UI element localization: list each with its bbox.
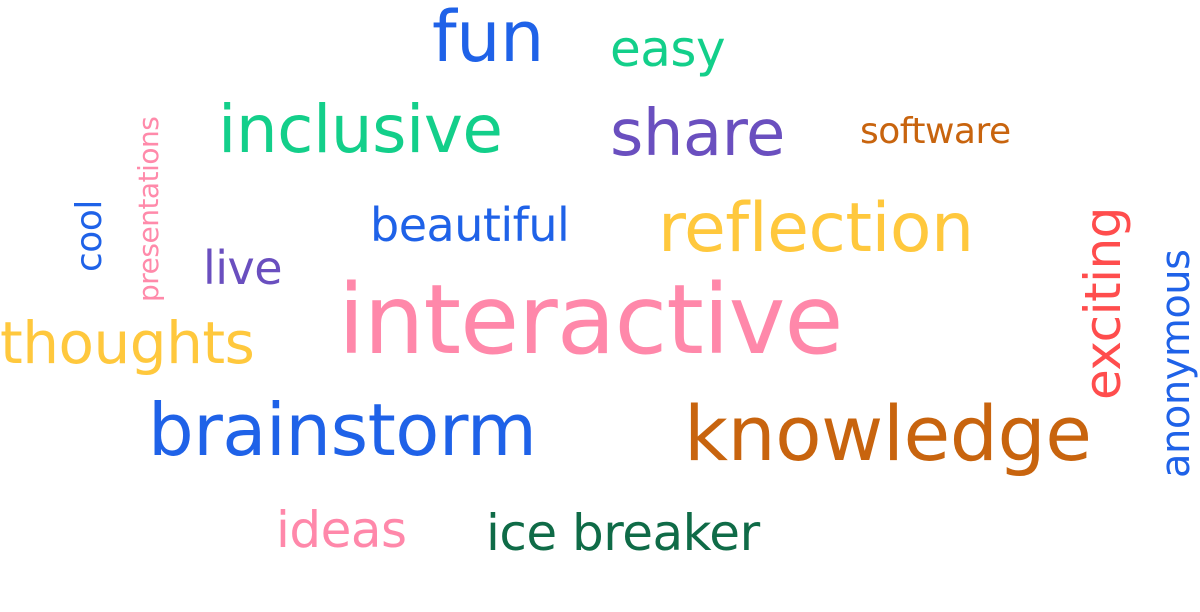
word-presentations: presentations (132, 116, 165, 302)
word-beautiful: beautiful (370, 198, 570, 252)
word-exciting: exciting (1074, 207, 1132, 400)
word-interactive: interactive (338, 264, 843, 376)
word-ideas: ideas (276, 501, 407, 559)
word-share: share (610, 97, 785, 171)
word-cool: cool (69, 200, 110, 272)
word-easy: easy (610, 20, 726, 78)
word-thoughts: thoughts (0, 309, 255, 377)
word-fun: fun (432, 0, 544, 78)
word-reflection: reflection (658, 189, 974, 268)
word-software: software (860, 111, 1011, 152)
word-ice-breaker: ice breaker (486, 504, 760, 562)
word-knowledge: knowledge (684, 389, 1092, 478)
word-inclusive: inclusive (218, 91, 503, 168)
word-brainstorm: brainstorm (148, 388, 537, 472)
word-anonymous: anonymous (1153, 249, 1199, 479)
word-live: live (203, 241, 283, 295)
